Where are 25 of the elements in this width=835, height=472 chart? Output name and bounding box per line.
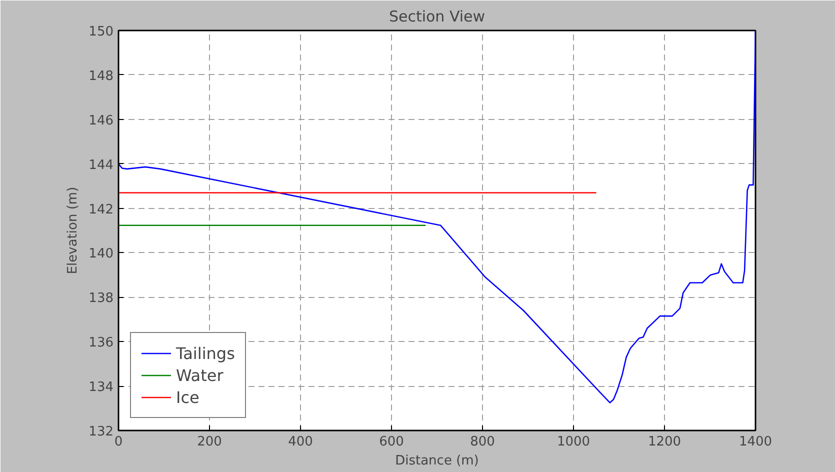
legend-label: Ice — [176, 388, 200, 406]
y-tick-label: 148 — [88, 68, 114, 84]
line-series — [118, 30, 756, 404]
chart-title: Section View — [388, 8, 486, 26]
legend-label: Tailings — [176, 344, 235, 362]
y-tick-label: 146 — [88, 113, 114, 128]
x-tick-label: 600 — [379, 434, 404, 450]
legend-label: Water — [176, 366, 224, 384]
x-tick-label: 200 — [197, 434, 222, 450]
y-tick-label: 144 — [88, 158, 114, 173]
x-tick-label: 1000 — [556, 434, 590, 450]
x-tick-label: 0 — [114, 434, 123, 450]
x-tick-label: 1400 — [738, 434, 772, 450]
y-axis-title: Elevation (m) — [66, 186, 81, 274]
x-tick-label: 400 — [288, 434, 313, 450]
x-tick-label: 800 — [470, 434, 495, 450]
y-tick-label: 140 — [88, 246, 114, 262]
y-tick-label: 142 — [88, 202, 114, 218]
y-tick-label: 150 — [88, 24, 114, 40]
y-tick-label: 138 — [88, 291, 114, 306]
y-tick-label: 134 — [88, 380, 114, 396]
y-tick-label: 132 — [88, 424, 114, 440]
y-tick-label: 136 — [88, 336, 114, 351]
x-axis-title: Distance (m) — [395, 454, 479, 468]
x-tick-label: 1200 — [648, 434, 682, 450]
